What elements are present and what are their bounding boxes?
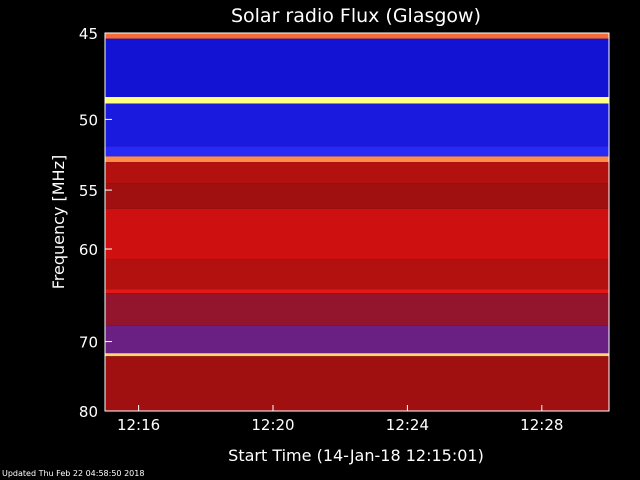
- y-tick-label: 45: [79, 25, 98, 43]
- y-axis-ticks: 45 50 55 60 70 80: [79, 25, 112, 421]
- x-tick-label: 12:28: [520, 416, 563, 434]
- x-tick-label: 12:24: [386, 416, 429, 434]
- x-axis-ticks: 12:16 12:20 12:24 12:28: [117, 405, 563, 434]
- x-tick-label: 12:16: [117, 416, 160, 434]
- y-axis-label: Frequency [MHz]: [49, 155, 68, 289]
- heatmap-band: [105, 97, 609, 104]
- y-tick-label: 80: [79, 403, 98, 421]
- y-tick-label: 70: [79, 334, 98, 352]
- heatmap-band: [105, 259, 609, 290]
- chart-title: Solar radio Flux (Glasgow): [231, 5, 481, 27]
- heatmap-band: [105, 33, 609, 39]
- plot-frame: [104, 32, 610, 412]
- heatmap-band: [105, 183, 609, 209]
- heatmap-band: [105, 289, 609, 294]
- y-tick-label: 55: [79, 182, 98, 200]
- y-tick-label: 60: [79, 241, 98, 259]
- heatmap-band: [105, 156, 609, 163]
- x-tick-label: 12:20: [251, 416, 294, 434]
- heatmap-band: [105, 325, 609, 354]
- heatmap-band: [105, 162, 609, 184]
- heatmap-band: [105, 146, 609, 157]
- heatmap-band: [105, 103, 609, 147]
- x-axis-label: Start Time (14-Jan-18 12:15:01): [228, 446, 484, 465]
- heatmap-band: [105, 356, 609, 411]
- updated-timestamp: Updated Thu Feb 22 04:58:50 2018: [2, 469, 145, 478]
- heatmap: [105, 33, 609, 411]
- y-tick-label: 50: [79, 111, 98, 129]
- heatmap-band: [105, 293, 609, 326]
- heatmap-band: [105, 208, 609, 260]
- heatmap-band: [105, 353, 609, 357]
- heatmap-band: [105, 38, 609, 97]
